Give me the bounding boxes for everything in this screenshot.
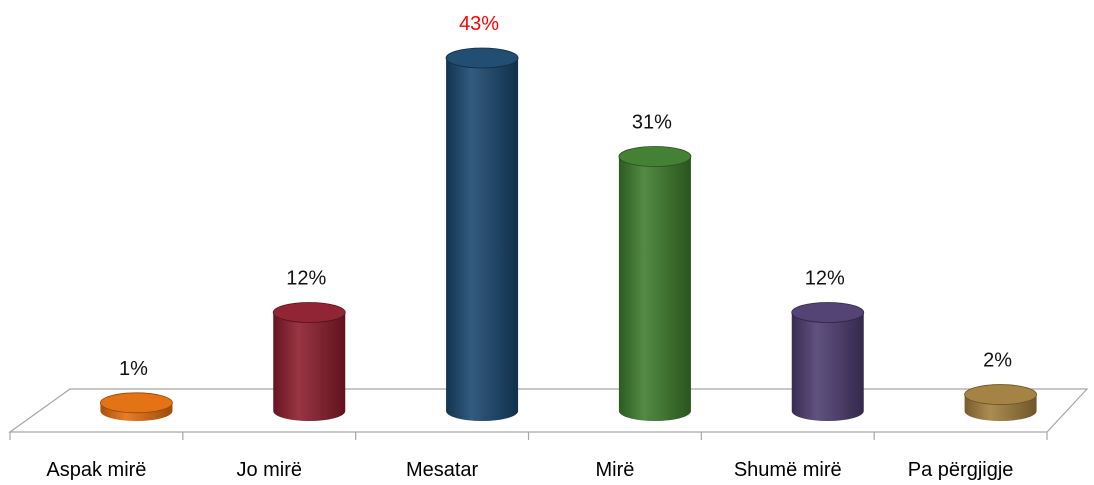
bar-top [618,146,692,167]
bar-top [964,384,1037,405]
bar-aspak-mirë [100,392,173,422]
bar-mesatar [445,47,519,421]
data-label: 31% [632,112,672,134]
bar-top [791,302,865,323]
bar-top [272,302,346,323]
data-label: 1% [119,358,148,380]
category-labels-group: Aspak mirë Jo mirë Mesatar Mirë Shumë mirë Pa… [46,459,1013,481]
category-label: Shumë mirë [734,459,842,481]
bar-shumë-mirë [791,302,865,422]
bar-body [618,156,691,422]
bars-group [100,47,1037,422]
category-label: Jo mirë [236,459,302,481]
category-label: Aspak mirë [46,459,146,481]
bar-body [273,312,346,422]
data-label: 12% [286,267,326,289]
bar-pa-përgjigje [964,384,1037,421]
bar-body [446,58,519,421]
bar-jo-mirë [272,302,346,422]
data-label: 43% [459,13,499,35]
category-label: Pa përgjigje [908,459,1014,481]
category-label: Mesatar [406,459,479,481]
bar-top [445,47,519,69]
bar-top [100,392,173,414]
category-label: Mirë [595,459,634,481]
data-labels-group: 1% 12% 43% 31% 12% 2% [119,13,1012,380]
data-label: 2% [983,350,1012,372]
data-label: 12% [805,267,845,289]
bar-mirë [618,146,692,422]
chart-floor [8,388,1089,440]
bar-body [791,312,864,422]
